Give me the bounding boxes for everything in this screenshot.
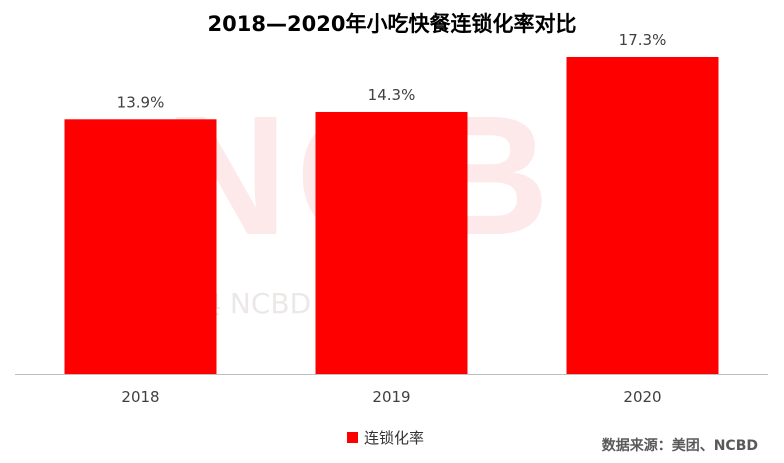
bar-2020 <box>566 56 719 374</box>
x-tick-label-2020: 2020 <box>623 388 661 406</box>
data-label-2018: 13.9% <box>117 93 165 111</box>
data-label-2020: 17.3% <box>619 31 667 49</box>
legend-label: 连锁化率 <box>364 429 425 447</box>
bar-2018 <box>64 119 217 374</box>
x-tick-label-2019: 2019 <box>372 388 410 406</box>
x-tick-label-2018: 2018 <box>121 388 159 406</box>
legend-swatch <box>347 432 358 443</box>
data-label-2019: 14.3% <box>368 86 416 104</box>
data-source: 数据来源：美团、NCBD <box>601 438 758 454</box>
chart-title: 2018—2020年小吃快餐连锁化率对比 <box>207 12 577 36</box>
legend: 连锁化率 <box>347 427 424 448</box>
bar-2019 <box>315 111 468 375</box>
